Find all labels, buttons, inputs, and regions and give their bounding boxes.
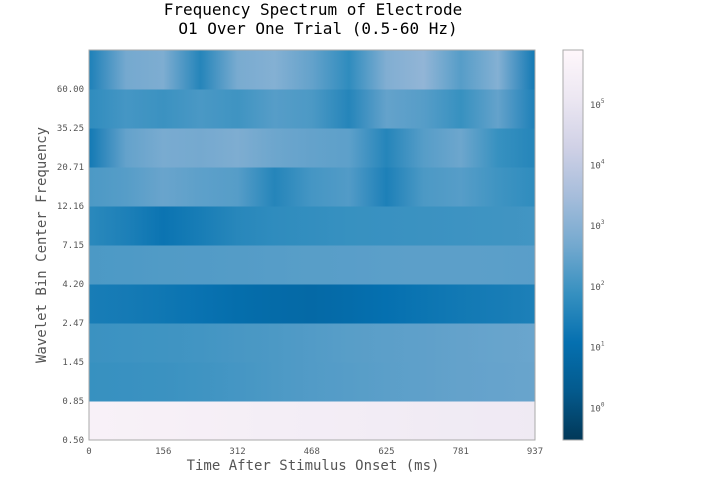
colorbar-tick-label: 104 — [590, 159, 605, 172]
heatmap-row — [89, 284, 535, 324]
x-tick-label: 468 — [304, 447, 320, 457]
y-tick-label: 7.15 — [62, 241, 84, 251]
y-tick-label: 35.25 — [57, 124, 84, 134]
y-tick-label: 12.16 — [57, 202, 84, 212]
heatmap-row — [89, 362, 535, 402]
x-tick-label: 781 — [453, 447, 469, 457]
y-tick-label: 2.47 — [62, 319, 84, 329]
y-axis-label: Wavelet Bin Center Frequency — [34, 127, 50, 363]
y-tick-label: 0.50 — [62, 436, 84, 446]
heatmap-row — [89, 128, 535, 168]
colorbar-tick-label: 103 — [590, 219, 605, 232]
x-axis-label: Time After Stimulus Onset (ms) — [187, 458, 440, 474]
colorbar-tick-label: 102 — [590, 280, 605, 293]
heatmap-row — [89, 245, 535, 285]
y-tick-label: 0.85 — [62, 397, 84, 407]
heatmap-row — [89, 89, 535, 129]
x-tick-label: 937 — [527, 447, 543, 457]
y-tick-label: 20.71 — [57, 163, 84, 173]
plot-frame — [88, 49, 536, 441]
heatmap-row — [89, 167, 535, 207]
colorbar-tick-label: 105 — [590, 98, 605, 111]
heatmap-row — [89, 206, 535, 246]
chart-title-line-2: O1 Over One Trial (0.5-60 Hz) — [178, 19, 457, 38]
colorbar-ticks: 100 101 102 103 104 105 — [590, 98, 605, 414]
x-tick-label: 312 — [229, 447, 245, 457]
x-tick-label: 156 — [155, 447, 171, 457]
x-tick-label: 625 — [378, 447, 394, 457]
heatmap-row — [89, 323, 535, 363]
y-tick-label: 1.45 — [62, 358, 84, 368]
colorbar-tick-label: 100 — [590, 401, 605, 414]
y-tick-label: 4.20 — [62, 280, 84, 290]
heatmap-cells — [89, 50, 535, 441]
x-tick-label: 0 — [86, 447, 91, 457]
y-axis-ticks: 0.50 0.85 1.45 2.47 4.20 7.15 12.16 20.71 35.25 6… — [57, 85, 84, 446]
heatmap-row — [89, 50, 535, 90]
chart-title-line-1: Frequency Spectrum of Electrode — [164, 0, 463, 19]
x-axis-ticks: 0 156 312 468 625 781 937 — [86, 447, 543, 457]
y-tick-label: 60.00 — [57, 85, 84, 95]
colorbar — [562, 49, 584, 441]
heatmap-row — [89, 401, 535, 441]
colorbar-tick-label: 101 — [590, 341, 605, 354]
